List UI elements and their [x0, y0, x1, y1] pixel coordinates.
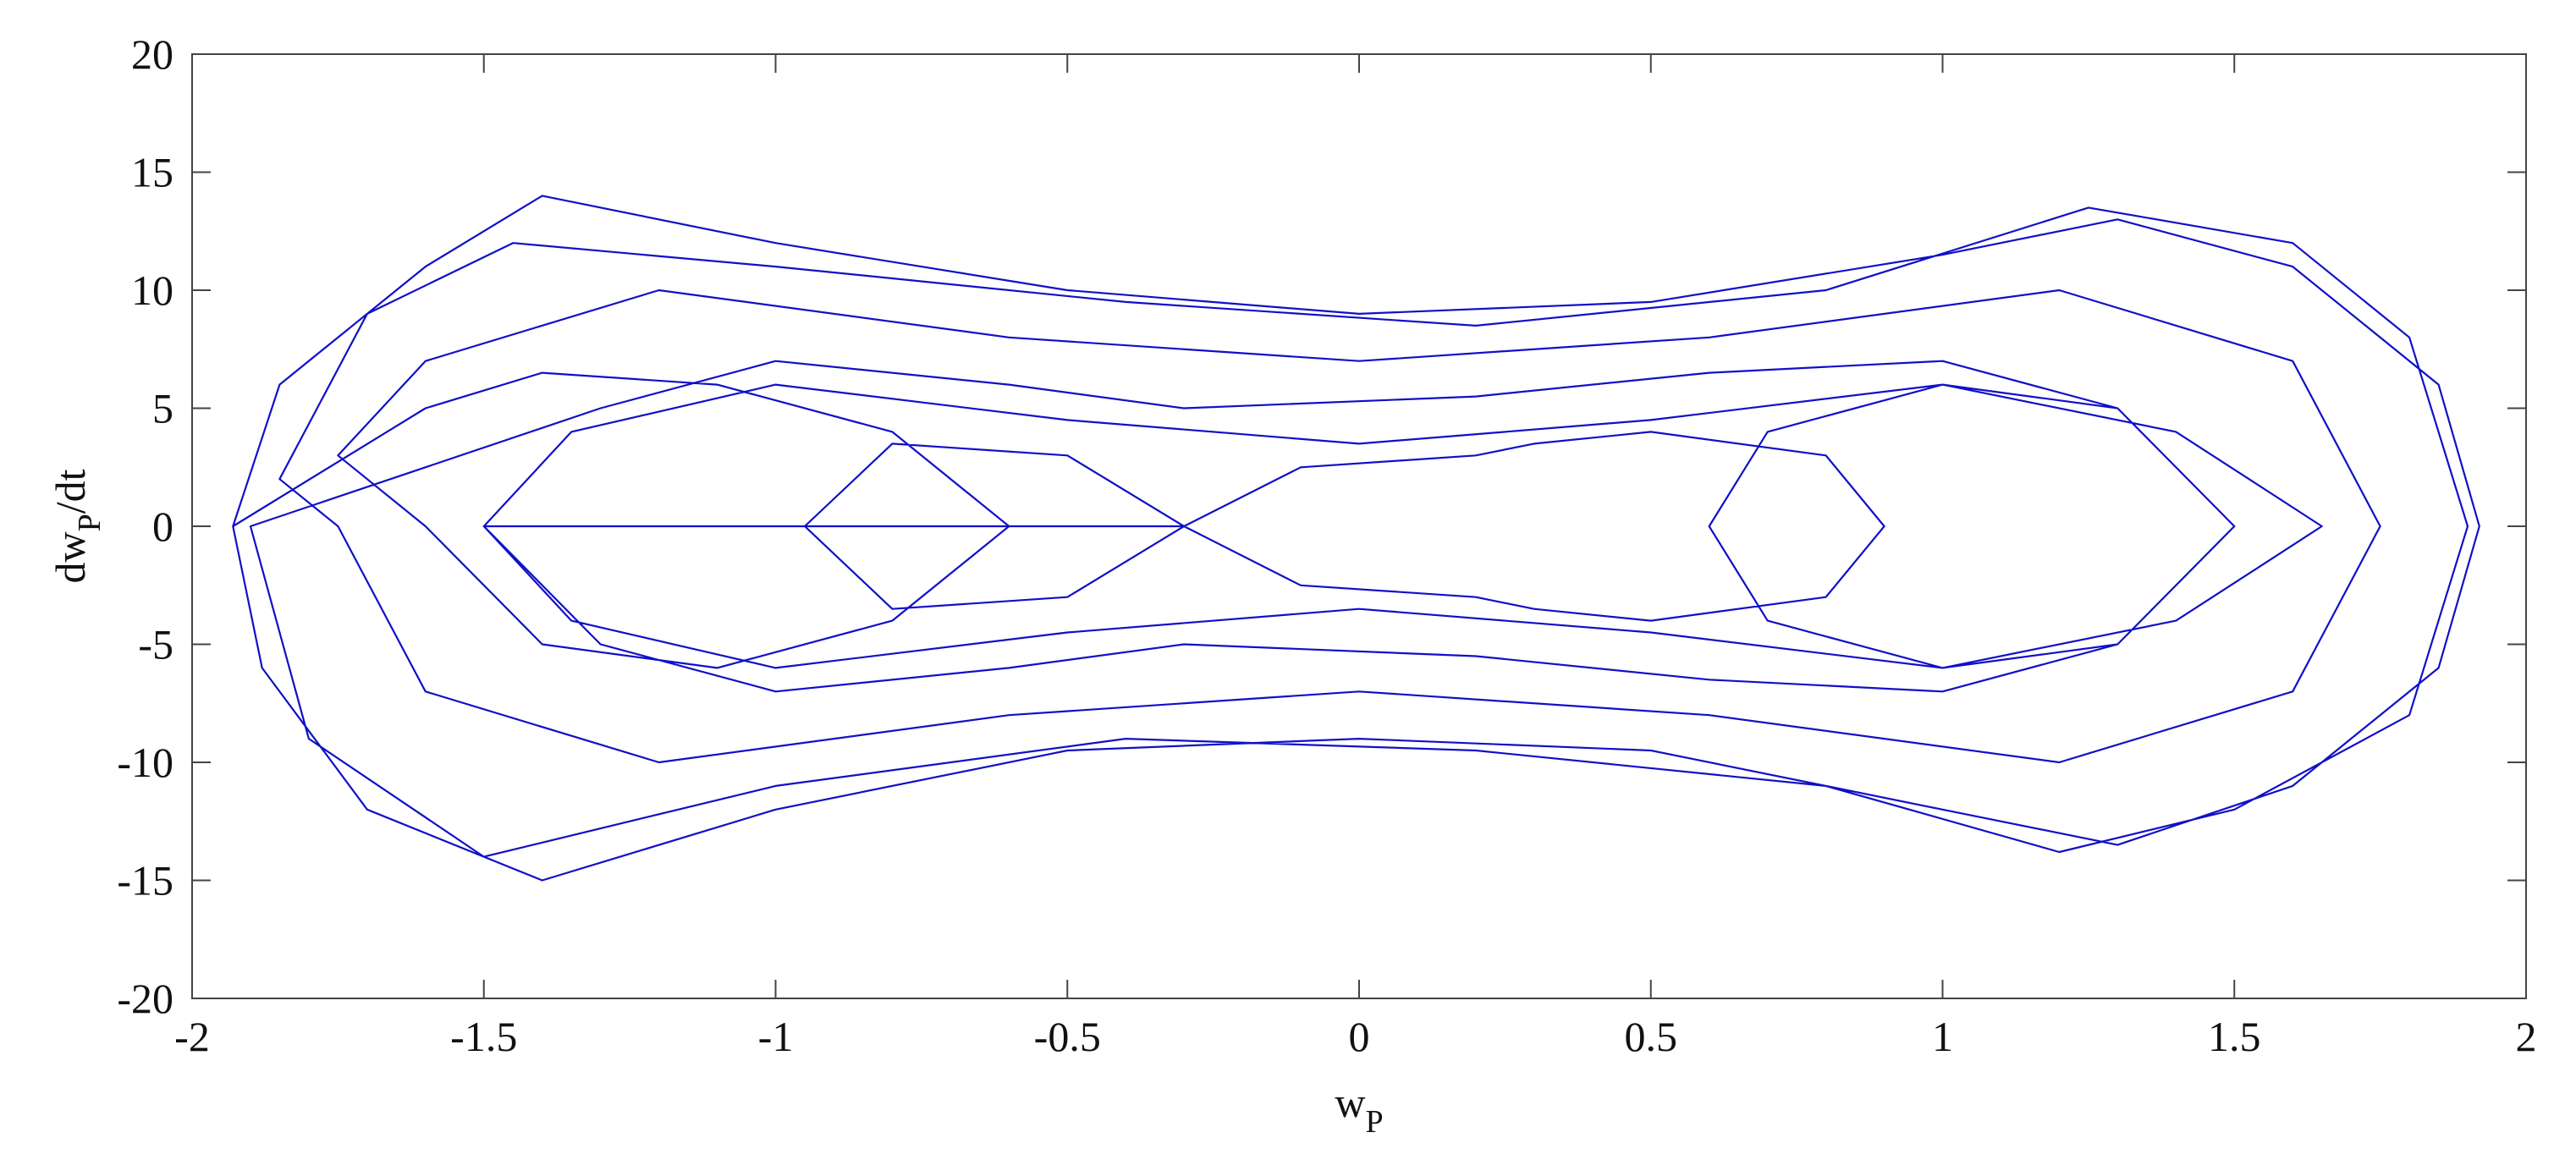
y-tick-label: 10 [131, 267, 173, 314]
x-axis-label: wP [1335, 1079, 1383, 1140]
x-tick-label: 2 [2516, 1013, 2537, 1060]
y-tick-label: -20 [117, 975, 173, 1022]
x-label-main: w [1335, 1079, 1365, 1126]
x-tick-label: -1 [758, 1013, 794, 1060]
x-tick-label: -1.5 [450, 1013, 517, 1060]
x-tick-label: 1.5 [2208, 1013, 2261, 1060]
y-label-sub: P [72, 514, 107, 531]
y-tick-label: -10 [117, 739, 173, 786]
y-tick-label: 20 [131, 30, 173, 78]
y-tick-label: -15 [117, 857, 173, 904]
x-tick-label: -2 [174, 1013, 210, 1060]
y-tick-label: 0 [152, 503, 173, 550]
y-tick-label: 15 [131, 149, 173, 196]
x-tick-label: 0.5 [1625, 1013, 1678, 1060]
y-label-rest: /dt [47, 469, 94, 514]
trajectory [232, 195, 2480, 882]
x-tick-label: -0.5 [1034, 1013, 1101, 1060]
y-axis-label: dwP/dt [47, 469, 107, 583]
y-tick-label: 5 [152, 385, 173, 432]
y-tick-label: -5 [138, 621, 173, 668]
x-tick-label: 1 [1932, 1013, 1953, 1060]
x-tick-label: 0 [1349, 1013, 1370, 1060]
y-label-main: dw [47, 531, 94, 583]
x-label-sub: P [1365, 1104, 1383, 1140]
